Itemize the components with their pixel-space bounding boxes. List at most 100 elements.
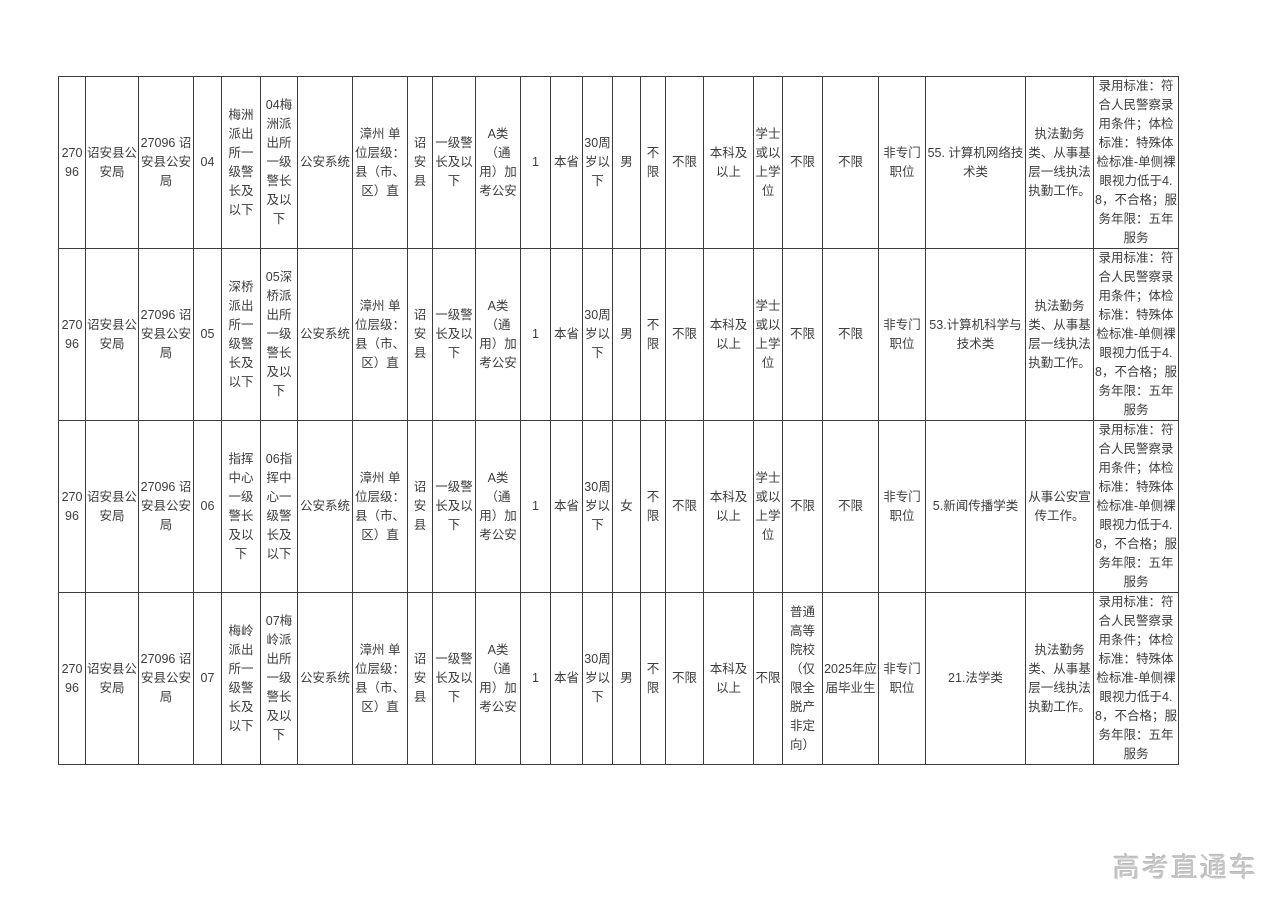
table-cell: 06指挥中心一级警长及以下 (260, 420, 298, 593)
watermark-text: 高考直通车 (1113, 853, 1258, 883)
table-cell: 从事公安宣传工作。 (1025, 420, 1094, 593)
table-cell: 2025年应届毕业生 (822, 592, 879, 765)
table-cell: 27096 诏安县公安局 (138, 76, 194, 249)
table-cell: 不限 (640, 592, 666, 765)
table-cell: 指挥中心一级警长及以下 (221, 420, 261, 593)
table-cell: 本科及以上 (703, 420, 754, 593)
table-cell: 执法勤务类、从事基层一线执法执勤工作。 (1025, 76, 1094, 249)
table-cell: 本省 (550, 76, 583, 249)
table-cell: 漳州 单位层级：县（市、区）直 (352, 248, 408, 421)
table-cell: 非专门职位 (878, 248, 926, 421)
table-cell: 男 (612, 592, 641, 765)
table-cell: 一级警长及以下 (432, 420, 476, 593)
table-cell: 执法勤务类、从事基层一线执法执勤工作。 (1025, 592, 1094, 765)
table-cell: 诏安县公安局 (85, 248, 139, 421)
table-cell: 学士或以上学位 (753, 76, 783, 249)
table-cell: 不限 (822, 248, 879, 421)
table-cell: 男 (612, 248, 641, 421)
table-cell: 27096 (58, 248, 86, 421)
table-cell: 30周岁以下 (582, 592, 613, 765)
table-cell: 07梅岭派出所一级警长及以下 (260, 592, 298, 765)
table-cell: 不限 (665, 248, 704, 421)
table-cell: A类（通用）加考公安 (475, 248, 521, 421)
table-cell: 27096 诏安县公安局 (138, 592, 194, 765)
table-cell: 不限 (665, 76, 704, 249)
table-cell: 执法勤务类、从事基层一线执法执勤工作。 (1025, 248, 1094, 421)
table-cell: 录用标准：符合人民警察录用条件；体检标准：特殊体检标准-单侧裸眼视力低于4.8，… (1093, 248, 1179, 421)
table-row: 27096 诏安县公安局 27096 诏安县公安局 06 指挥中心一级警长及以下 06指挥… (58, 420, 1179, 593)
table-cell: 本科及以上 (703, 248, 754, 421)
table-cell: 5.新闻传播学类 (925, 420, 1026, 593)
table-cell: 非专门职位 (878, 420, 926, 593)
table-row: 27096 诏安县公安局 27096 诏安县公安局 07 梅岭派出所一级警长及以下 07梅… (58, 592, 1179, 765)
table-cell: 男 (612, 76, 641, 249)
table-cell: 本科及以上 (703, 592, 754, 765)
table-cell: 诏安县公安局 (85, 76, 139, 249)
table-cell: 06 (193, 420, 222, 593)
table-cell: 公安系统 (297, 592, 353, 765)
recruitment-positions-table: 27096 诏安县公安局 27096 诏安县公安局 04 梅洲派出所一级警长及以下 04梅… (58, 76, 1179, 765)
table-cell: 1 (520, 248, 551, 421)
table-cell: 公安系统 (297, 76, 353, 249)
table-cell: 07 (193, 592, 222, 765)
table-cell: 04 (193, 76, 222, 249)
table-cell: 公安系统 (297, 248, 353, 421)
table-row: 27096 诏安县公安局 27096 诏安县公安局 04 梅洲派出所一级警长及以下 04梅… (58, 76, 1179, 249)
table-cell: 非专门职位 (878, 76, 926, 249)
table-cell: 27096 (58, 420, 86, 593)
table-cell: 诏安县 (407, 248, 433, 421)
table-cell: 漳州 单位层级：县（市、区）直 (352, 592, 408, 765)
table-cell: 不限 (665, 592, 704, 765)
table-cell: 不限 (782, 420, 823, 593)
table-cell: 漳州 单位层级：县（市、区）直 (352, 76, 408, 249)
table-cell: 不限 (640, 76, 666, 249)
table-cell: 女 (612, 420, 641, 593)
table-cell: 普通高等院校（仅限全脱产非定向） (782, 592, 823, 765)
table-cell: 录用标准：符合人民警察录用条件；体检标准：特殊体检标准-单侧裸眼视力低于4.8，… (1093, 592, 1179, 765)
table-cell: 不限 (640, 420, 666, 593)
table-cell: A类（通用）加考公安 (475, 420, 521, 593)
table-cell: 一级警长及以下 (432, 248, 476, 421)
table-cell: 27096 诏安县公安局 (138, 420, 194, 593)
table-cell: 1 (520, 592, 551, 765)
table-cell: 学士或以上学位 (753, 420, 783, 593)
table-cell: 本科及以上 (703, 76, 754, 249)
table-cell: 不限 (640, 248, 666, 421)
table-cell: 不限 (782, 76, 823, 249)
table-cell: 一级警长及以下 (432, 592, 476, 765)
table-cell: 录用标准：符合人民警察录用条件；体检标准：特殊体检标准-单侧裸眼视力低于4.8，… (1093, 420, 1179, 593)
table-cell: 非专门职位 (878, 592, 926, 765)
table-cell: 诏安县 (407, 420, 433, 593)
table-cell: 漳州 单位层级：县（市、区）直 (352, 420, 408, 593)
table-cell: 一级警长及以下 (432, 76, 476, 249)
table-cell: 1 (520, 76, 551, 249)
table-cell: 1 (520, 420, 551, 593)
table-cell: 公安系统 (297, 420, 353, 593)
table-cell: 不限 (753, 592, 783, 765)
table-cell: 27096 (58, 592, 86, 765)
table-cell: A类（通用）加考公安 (475, 592, 521, 765)
table-cell: 30周岁以下 (582, 420, 613, 593)
table-cell: 诏安县公安局 (85, 592, 139, 765)
table-cell: 不限 (782, 248, 823, 421)
table-cell: 53.计算机科学与技术类 (925, 248, 1026, 421)
table-cell: 不限 (665, 420, 704, 593)
table-cell: 30周岁以下 (582, 76, 613, 249)
table-cell: 05深桥派出所一级警长及以下 (260, 248, 298, 421)
table-cell: 学士或以上学位 (753, 248, 783, 421)
table-row: 27096 诏安县公安局 27096 诏安县公安局 05 深桥派出所一级警长及以下 05深… (58, 248, 1179, 421)
table-cell: 录用标准：符合人民警察录用条件；体检标准：特殊体检标准-单侧裸眼视力低于4.8，… (1093, 76, 1179, 249)
table-cell: 30周岁以下 (582, 248, 613, 421)
table-cell: 55. 计算机网络技术类 (925, 76, 1026, 249)
table-cell: 梅岭派出所一级警长及以下 (221, 592, 261, 765)
table-cell: 本省 (550, 592, 583, 765)
table-cell: 27096 (58, 76, 86, 249)
table-cell: 21.法学类 (925, 592, 1026, 765)
table-cell: 本省 (550, 420, 583, 593)
table-cell: 05 (193, 248, 222, 421)
table-cell: 不限 (822, 420, 879, 593)
table-cell: 不限 (822, 76, 879, 249)
table-cell: 梅洲派出所一级警长及以下 (221, 76, 261, 249)
table-cell: A类（通用）加考公安 (475, 76, 521, 249)
